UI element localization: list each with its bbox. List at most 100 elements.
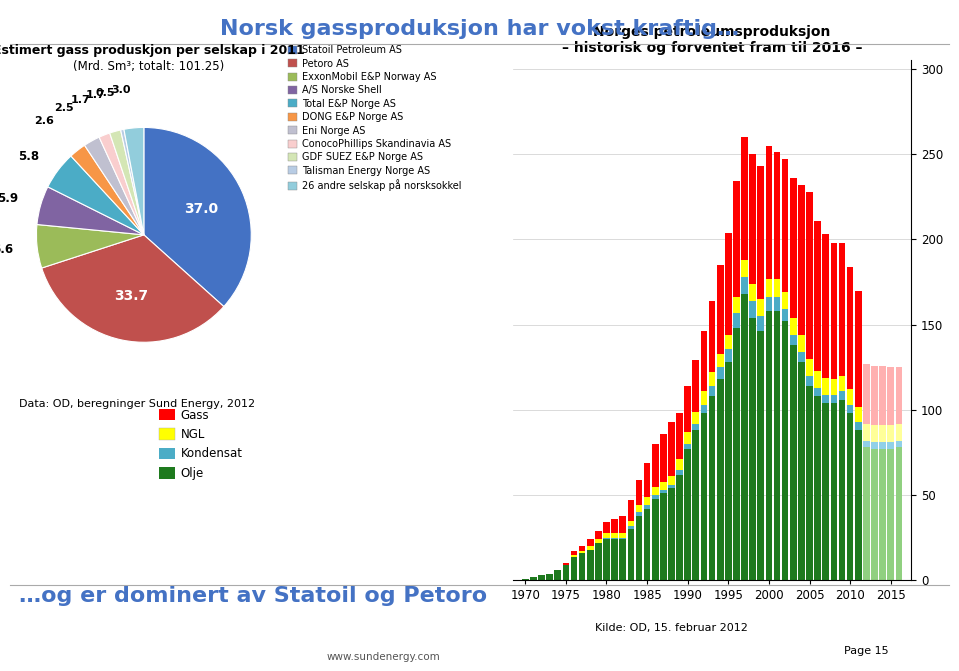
Text: 1.7: 1.7 (85, 90, 105, 100)
Bar (871, 366, 877, 425)
Bar (692, 430, 699, 580)
Bar (887, 425, 894, 442)
Bar (879, 425, 886, 442)
Bar (830, 395, 837, 403)
Bar (830, 243, 837, 379)
Bar (627, 529, 634, 580)
Bar (765, 311, 772, 580)
Bar (765, 297, 772, 311)
Bar (716, 379, 723, 580)
Bar (774, 297, 781, 311)
Text: Estimert gass produskjon per selskap i 2011: Estimert gass produskjon per selskap i 2… (0, 44, 305, 56)
Bar (725, 335, 732, 348)
Bar (879, 442, 886, 449)
Bar (774, 152, 781, 278)
Bar (668, 488, 675, 580)
Bar (823, 395, 830, 403)
Text: Kilde: OD, 15. februar 2012: Kilde: OD, 15. februar 2012 (595, 623, 747, 633)
Bar (854, 291, 861, 407)
Bar (587, 546, 594, 550)
Bar (716, 367, 723, 379)
Bar (676, 474, 683, 580)
Bar (879, 366, 886, 425)
Bar (774, 278, 781, 297)
Bar (668, 485, 675, 488)
Y-axis label: Millioner Sm³ o.e.: Millioner Sm³ o.e. (958, 272, 959, 369)
Bar (733, 313, 739, 328)
Bar (854, 430, 861, 580)
Bar (692, 411, 699, 423)
Bar (887, 449, 894, 580)
Bar (685, 444, 691, 449)
Bar (847, 405, 854, 413)
Bar (603, 537, 610, 539)
Bar (823, 234, 830, 378)
Bar (823, 378, 830, 395)
Bar (716, 354, 723, 367)
Bar (636, 480, 643, 505)
Bar (765, 278, 772, 297)
Bar (530, 577, 537, 580)
Text: www.sundenergy.com: www.sundenergy.com (327, 652, 440, 662)
Bar (758, 331, 764, 580)
Bar (692, 423, 699, 430)
Bar (814, 388, 821, 397)
Text: 2.5: 2.5 (54, 103, 74, 113)
Text: 1.7: 1.7 (71, 95, 90, 105)
Bar (814, 370, 821, 388)
Bar (790, 178, 797, 318)
Bar (807, 192, 813, 359)
Bar (587, 550, 594, 580)
Bar (749, 154, 756, 284)
Text: 37.0: 37.0 (184, 203, 218, 217)
Bar (725, 362, 732, 580)
Bar (733, 297, 739, 313)
Bar (798, 352, 805, 362)
Bar (807, 376, 813, 386)
Bar (765, 146, 772, 278)
Wedge shape (84, 137, 144, 235)
Bar (863, 364, 870, 423)
Bar (854, 422, 861, 430)
Bar (603, 533, 610, 537)
Bar (652, 499, 659, 580)
Bar (660, 433, 667, 482)
Wedge shape (36, 225, 144, 268)
Bar (871, 442, 877, 449)
Legend: Gass, NGL, Kondensat, Olje: Gass, NGL, Kondensat, Olje (159, 409, 243, 480)
Wedge shape (109, 130, 144, 235)
Bar (579, 546, 585, 552)
Bar (643, 509, 650, 580)
Bar (611, 539, 618, 580)
Bar (571, 555, 577, 556)
Bar (643, 463, 650, 497)
Bar (863, 448, 870, 580)
Bar (741, 260, 748, 277)
Bar (749, 318, 756, 580)
Bar (782, 309, 788, 321)
Bar (839, 391, 845, 400)
Bar (660, 490, 667, 493)
Bar (847, 413, 854, 580)
Bar (611, 533, 618, 537)
Bar (611, 519, 618, 533)
Bar (627, 501, 634, 521)
Bar (611, 537, 618, 539)
Bar (603, 539, 610, 580)
Bar (798, 185, 805, 335)
Bar (627, 526, 634, 529)
Bar (620, 537, 626, 539)
Bar (701, 405, 708, 413)
Bar (733, 328, 739, 580)
Bar (620, 533, 626, 537)
Bar (522, 578, 528, 580)
Text: Page 15: Page 15 (844, 646, 889, 656)
Bar (863, 423, 870, 441)
Bar (758, 316, 764, 331)
Bar (643, 505, 650, 509)
Bar (571, 552, 577, 555)
Text: …og er dominert av Statoil og Petoro: …og er dominert av Statoil og Petoro (19, 586, 487, 607)
Bar (725, 233, 732, 335)
Bar (839, 400, 845, 580)
Bar (896, 448, 902, 580)
